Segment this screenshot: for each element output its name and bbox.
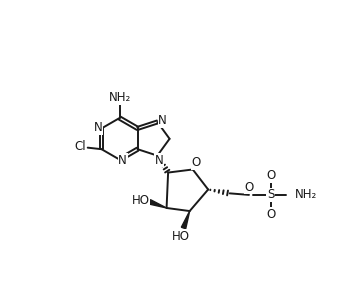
Text: N: N (118, 154, 127, 167)
Text: O: O (244, 181, 254, 194)
Text: O: O (266, 208, 275, 221)
Text: N: N (94, 121, 103, 134)
Polygon shape (149, 200, 167, 208)
Text: N: N (158, 114, 167, 127)
Text: Cl: Cl (74, 140, 86, 153)
Text: O: O (191, 156, 201, 169)
Text: O: O (266, 169, 275, 182)
Text: HO: HO (131, 194, 149, 207)
Text: S: S (267, 188, 274, 201)
Text: N: N (154, 154, 163, 167)
Text: NH₂: NH₂ (108, 91, 131, 105)
Text: HO: HO (171, 230, 189, 243)
Polygon shape (181, 211, 190, 229)
Text: NH₂: NH₂ (294, 188, 317, 201)
